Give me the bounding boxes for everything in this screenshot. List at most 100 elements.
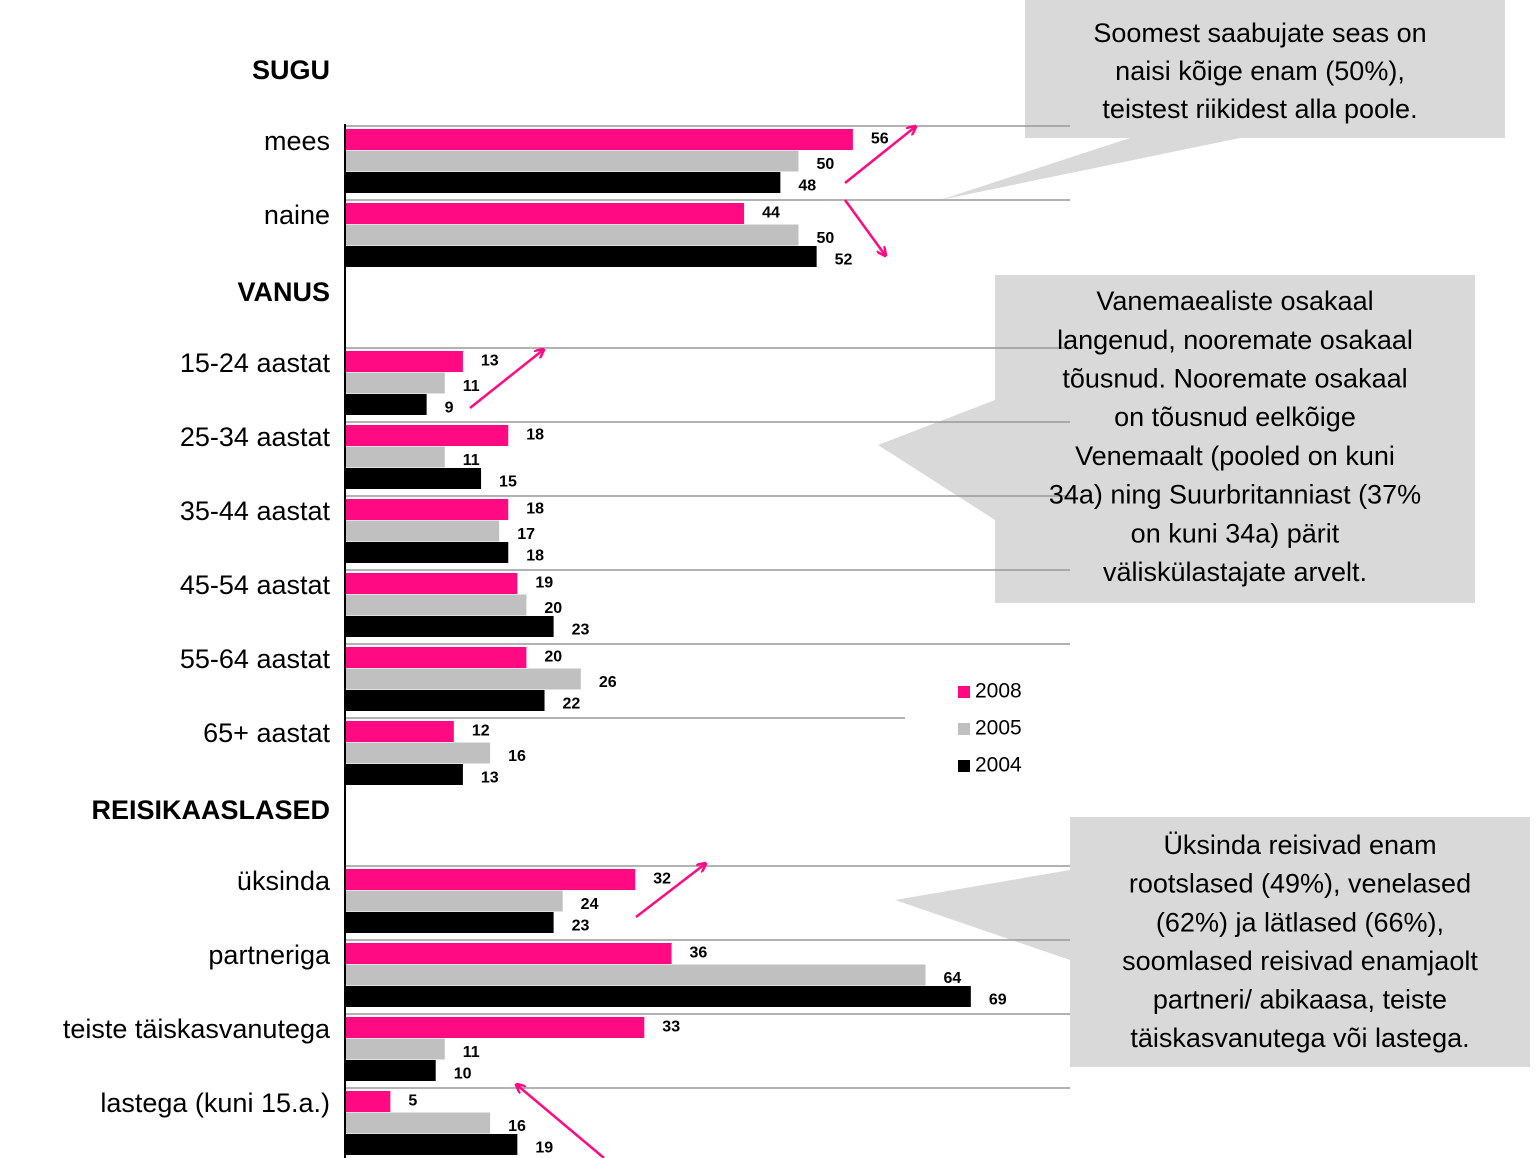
bar [345,468,482,489]
callout-text: on tõusnud eelkõige [1114,402,1356,432]
category-label: teiste täiskasvanutega [63,1014,331,1044]
legend-label: 2005 [975,717,1022,740]
value-label: 56 [871,131,889,148]
callout-text: täiskasvanutega või lastega. [1130,1023,1469,1053]
arrow [843,199,885,255]
bar [345,616,554,637]
category-label: 65+ aastat [203,718,330,748]
value-label: 18 [526,501,544,518]
value-label: 19 [535,1140,553,1157]
value-label: 5 [408,1093,417,1110]
value-label: 16 [508,1118,526,1135]
callout-text: partneri/ abikaasa, teiste [1153,985,1447,1015]
bar [345,224,799,246]
callout-text: langenud, nooremate osakaal [1057,325,1413,355]
value-label: 24 [581,896,599,913]
bar [345,742,491,764]
bar [345,573,518,594]
category-label: 35-44 aastat [180,496,331,526]
bar [345,943,672,964]
bar [345,394,427,415]
value-label: 48 [798,178,816,195]
value-label: 11 [463,1044,480,1061]
callout-text: tõusnud. Nooremate osakaal [1062,364,1407,394]
bar [345,764,463,785]
value-label: 17 [517,526,535,543]
arrow [635,864,705,918]
value-label: 44 [762,205,780,222]
value-label: 13 [481,770,499,787]
bar [345,1091,391,1112]
callout-text: rootslased (49%), venelased [1129,869,1471,899]
category-label: partneriga [208,940,331,970]
category-label: 45-54 aastat [180,570,331,600]
category-label: lastega (kuni 15.a.) [100,1088,330,1118]
bar [345,721,454,742]
value-label: 36 [690,945,708,962]
value-label: 9 [445,400,454,417]
value-label: 20 [544,600,562,617]
bar [345,372,445,394]
callout-text: Venemaalt (pooled on kuni [1075,441,1395,471]
callout-text: soomlased reisivad enamjaolt [1122,946,1478,976]
bar [345,446,445,468]
value-label: 52 [835,252,853,269]
callout-text: Üksinda reisivad enam [1163,830,1436,860]
bar [345,499,509,520]
value-label: 33 [662,1019,680,1036]
arrow [844,127,915,184]
arrow [517,1085,605,1158]
legend-swatch [958,723,970,735]
value-label: 10 [454,1066,472,1083]
bar [345,129,853,150]
section-header: REISIKAASLASED [91,795,330,825]
category-label: 15-24 aastat [180,348,331,378]
legend-swatch [958,760,970,772]
bar [345,986,971,1007]
bar [345,351,463,372]
value-label: 12 [472,723,490,740]
value-label: 13 [481,353,499,370]
category-label: üksinda [237,866,331,896]
value-label: 50 [817,230,835,247]
value-label: 19 [535,575,553,592]
callout-box [895,817,1530,1067]
value-label: 23 [572,622,590,639]
bar [345,425,509,446]
value-label: 16 [508,748,526,765]
callout-text: naisi kõige enam (50%), [1115,56,1405,86]
bar [345,172,781,193]
category-label: naine [264,200,330,230]
value-label: 69 [989,992,1007,1009]
bar [345,1017,645,1038]
category-label: 55-64 aastat [180,644,331,674]
callout-text: teistest riikidest alla poole. [1102,94,1417,124]
bar [345,150,799,172]
legend-label: 2008 [975,680,1022,703]
bar [345,912,554,933]
section-header: VANUS [237,277,330,307]
value-label: 11 [463,378,480,395]
bar [345,246,817,267]
callout-text: Soomest saabujate seas on [1093,18,1426,48]
bar [345,690,545,711]
bar [345,890,563,912]
value-label: 18 [526,427,544,444]
legend-swatch [958,686,970,698]
legend-label: 2004 [975,754,1022,777]
callout-box [940,0,1505,200]
category-label: 25-34 aastat [180,422,331,452]
bar [345,520,500,542]
callout-text: väliskülastajate arvelt. [1103,557,1367,587]
bar [345,668,581,690]
section-header: SUGU [252,55,330,85]
bar [345,869,636,890]
callout-text: on kuni 34a) pärit [1131,518,1340,548]
value-label: 32 [653,871,671,888]
callout-shapes [878,0,1530,1067]
bar [345,1038,445,1060]
arrow [469,350,543,409]
bar [345,542,509,563]
